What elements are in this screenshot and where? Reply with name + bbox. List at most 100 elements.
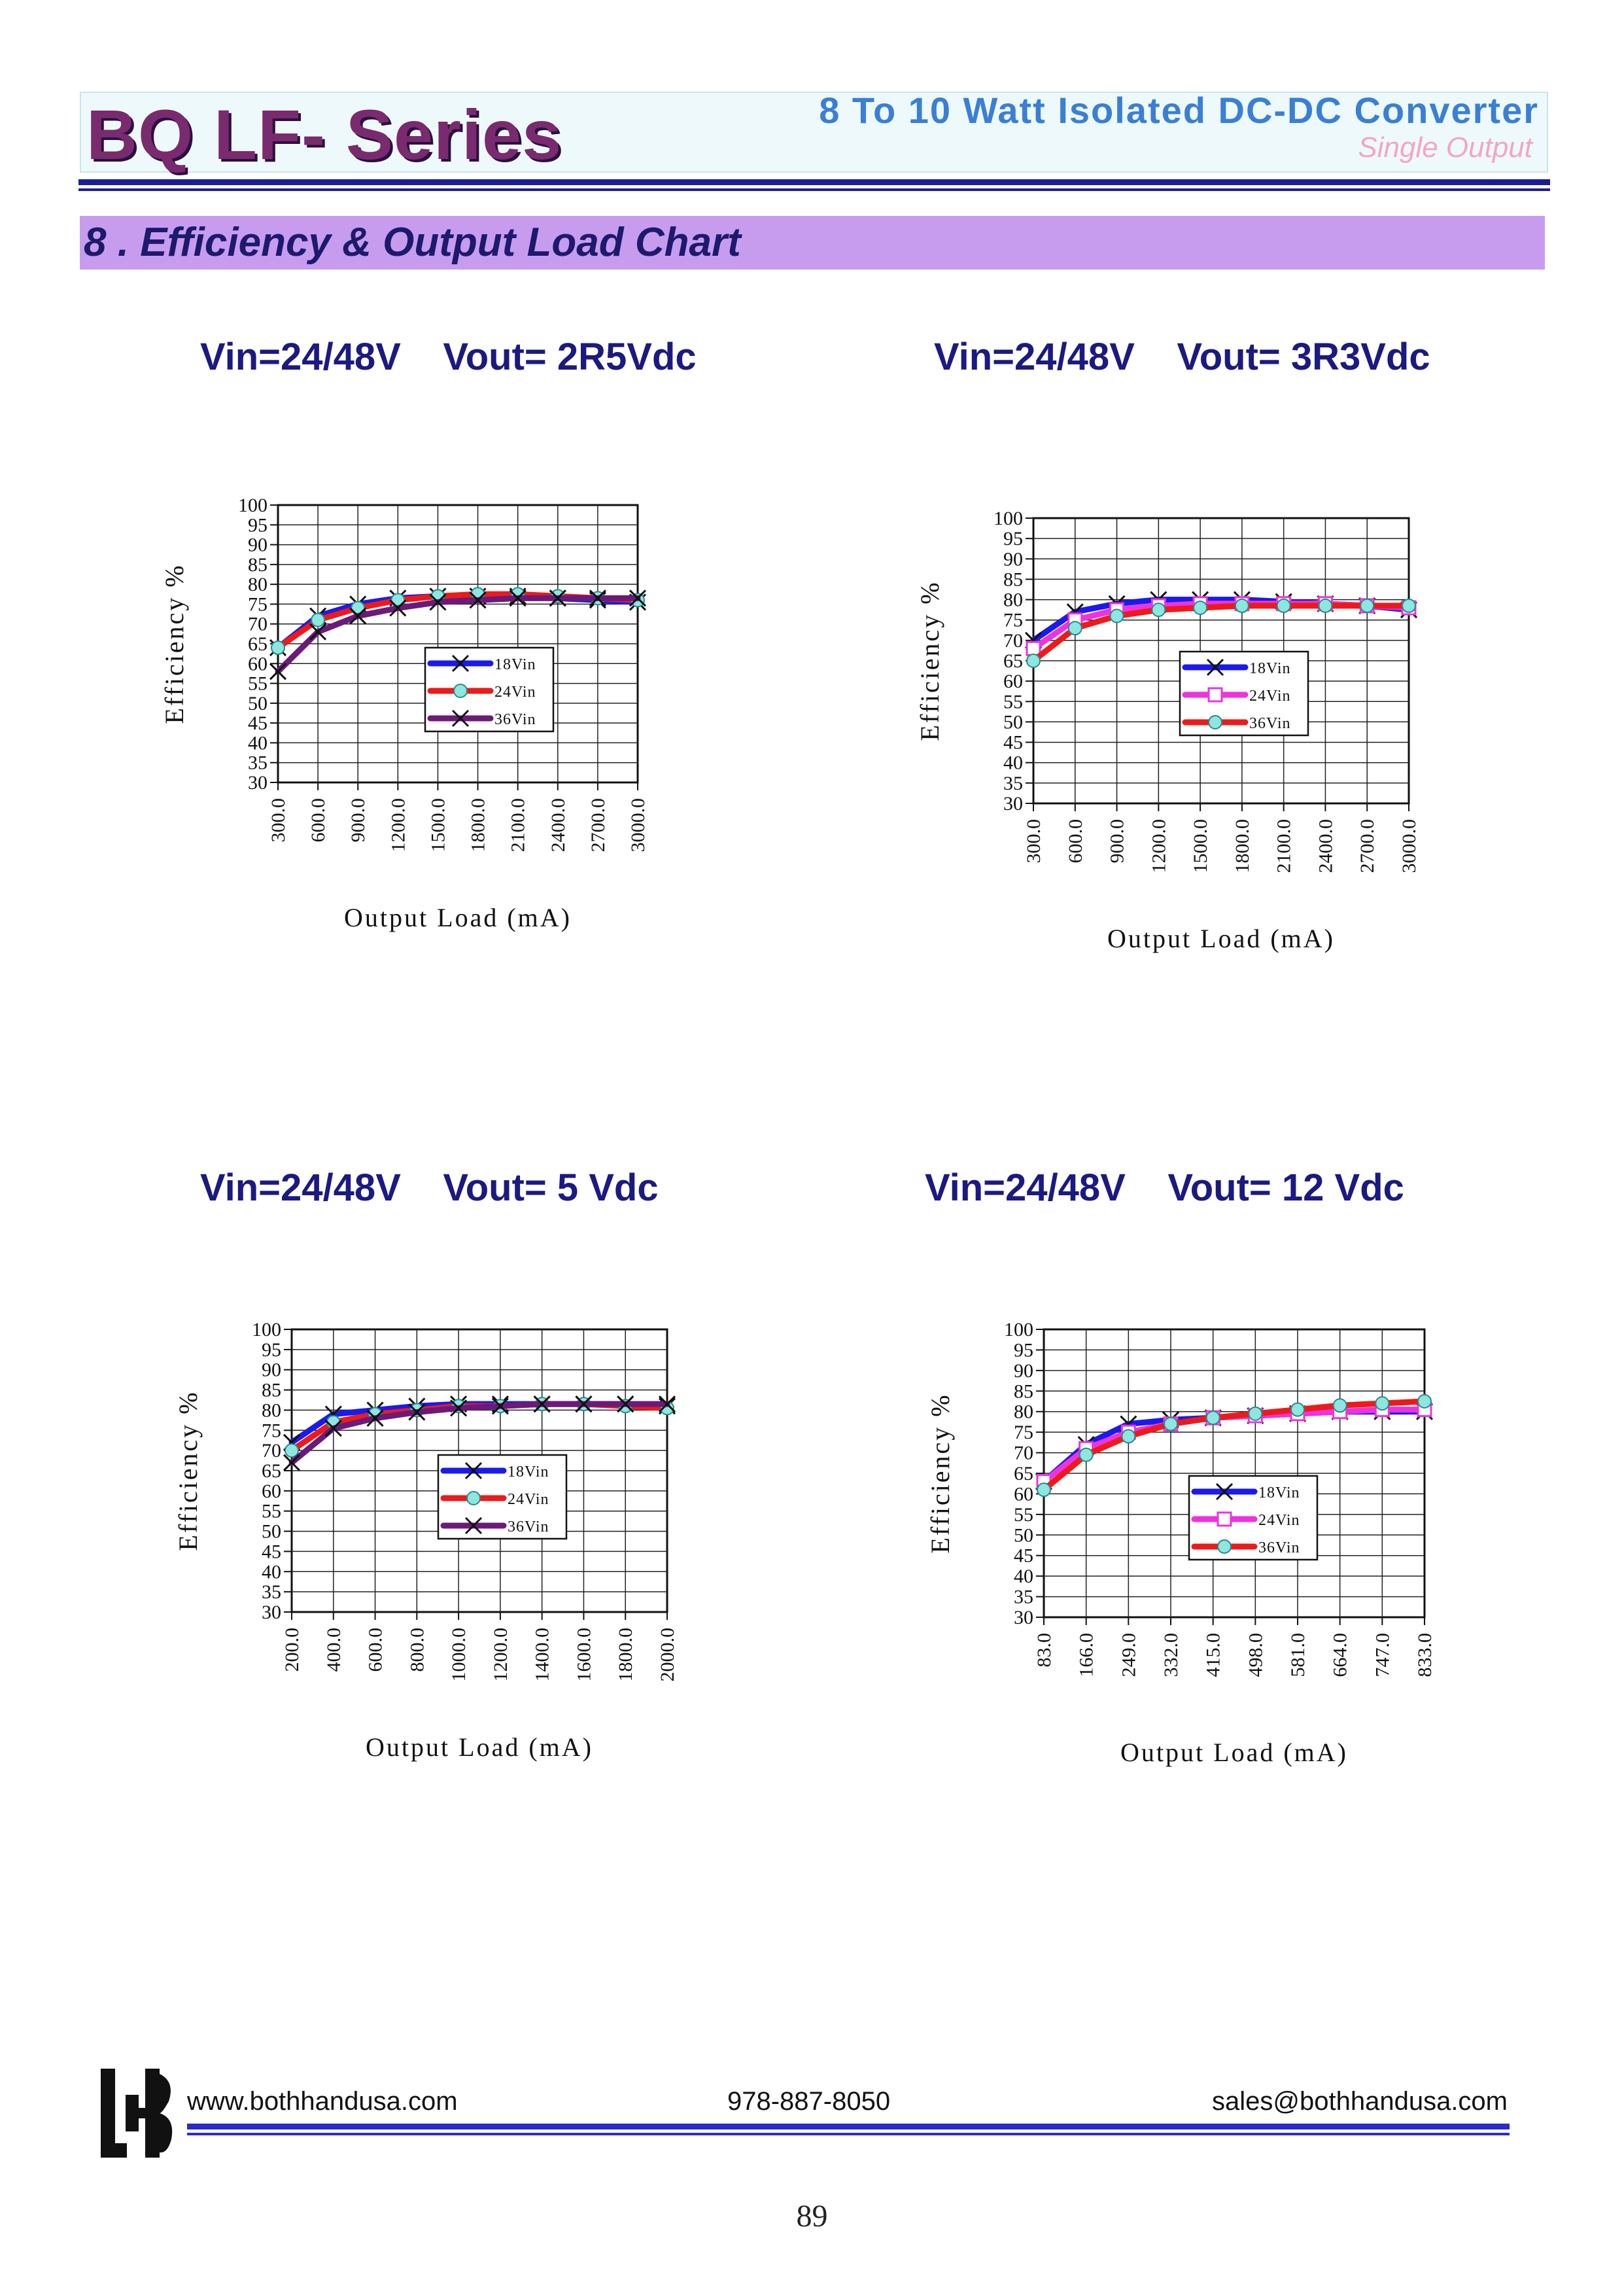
y-tick-label: 45 — [262, 1541, 281, 1562]
x-tick-label: 249.0 — [1118, 1633, 1139, 1677]
x-tick-label: 833.0 — [1414, 1633, 1436, 1677]
x-tick-label: 166.0 — [1076, 1633, 1097, 1677]
x-tick-label: 600.0 — [307, 798, 329, 843]
legend-label: 18Vin — [508, 1463, 549, 1480]
header-rule-thick — [78, 179, 1550, 185]
section-bar — [80, 216, 1545, 270]
x-tick-label: 2700.0 — [1356, 819, 1378, 873]
y-tick-label: 55 — [1014, 1504, 1033, 1526]
data-point — [1234, 598, 1249, 613]
x-tick-label: 200.0 — [281, 1628, 303, 1672]
series-line-36vin — [275, 595, 641, 674]
data-point — [1248, 1406, 1263, 1421]
data-point — [1109, 608, 1124, 623]
y-tick-label: 30 — [262, 1602, 281, 1623]
data-point — [1318, 598, 1333, 613]
x-tick-label: 1200.0 — [1148, 819, 1169, 873]
data-point — [349, 607, 367, 625]
x-tick-label: 900.0 — [347, 798, 369, 843]
output-type-subtitle: Single Output — [1358, 131, 1532, 164]
data-point — [1332, 1398, 1347, 1413]
y-tick-label: 100 — [252, 1319, 281, 1340]
data-point — [589, 589, 606, 607]
data-point — [309, 623, 327, 640]
data-point — [1276, 598, 1291, 613]
legend-marker — [1208, 715, 1222, 729]
y-tick-label: 85 — [248, 554, 268, 576]
x-tick-label: 2400.0 — [547, 798, 569, 852]
data-point — [283, 1454, 301, 1471]
x-axis-label: Output Load (mA) — [366, 1732, 593, 1762]
data-point — [1360, 598, 1375, 613]
legend-label: 36Vin — [508, 1518, 549, 1535]
page-number: 89 — [796, 2199, 828, 2234]
data-point — [366, 1409, 384, 1427]
data-point — [311, 612, 326, 627]
y-tick-label: 30 — [1014, 1607, 1033, 1628]
y-tick-label: 80 — [262, 1399, 281, 1421]
y-tick-label: 90 — [1014, 1360, 1033, 1382]
y-tick-label: 45 — [1014, 1545, 1033, 1567]
x-tick-label: 2000.0 — [657, 1628, 678, 1682]
x-tick-label: 1800.0 — [468, 798, 489, 852]
legend-label: 18Vin — [1249, 660, 1291, 677]
data-point — [285, 1443, 299, 1458]
footer-rule-thin — [187, 2133, 1510, 2135]
y-tick-label: 85 — [262, 1380, 281, 1401]
data-point — [1121, 1429, 1136, 1444]
legend-marker — [1207, 687, 1223, 703]
footer-email-link[interactable]: sales@bothhandusa.com — [1212, 2087, 1508, 2116]
x-tick-label: 664.0 — [1330, 1633, 1351, 1677]
legend-marker — [466, 1491, 481, 1505]
x-tick-label: 581.0 — [1287, 1633, 1309, 1677]
x-tick-label: 1400.0 — [532, 1628, 553, 1682]
data-point — [509, 589, 527, 607]
y-tick-label: 40 — [1014, 1566, 1033, 1587]
y-tick-label: 40 — [1003, 752, 1023, 774]
data-point — [1375, 1396, 1390, 1411]
series-line-36vin — [1041, 1398, 1428, 1493]
series-title: BQ LF- Series — [86, 95, 562, 174]
y-axis-label: Efficiency % — [173, 1390, 203, 1550]
header-panel — [80, 92, 1548, 173]
y-tick-label: 75 — [1014, 1422, 1033, 1443]
y-tick-label: 60 — [1003, 671, 1023, 692]
y-tick-label: 35 — [262, 1581, 281, 1603]
y-tick-label: 35 — [248, 752, 268, 774]
y-tick-label: 100 — [993, 508, 1023, 529]
data-point — [617, 1395, 634, 1413]
x-axis-label: Output Load (mA) — [1107, 924, 1335, 953]
y-tick-label: 95 — [248, 514, 268, 536]
x-tick-label: 498.0 — [1245, 1633, 1266, 1677]
y-tick-label: 50 — [1003, 711, 1023, 733]
x-tick-label: 2700.0 — [587, 798, 609, 852]
legend-label: 24Vin — [508, 1491, 549, 1508]
y-tick-label: 60 — [248, 653, 268, 674]
y-tick-label: 70 — [1014, 1443, 1033, 1464]
data-point — [533, 1395, 551, 1413]
y-tick-label: 60 — [1014, 1483, 1033, 1505]
y-tick-label: 40 — [262, 1561, 281, 1583]
legend-label: 18Vin — [494, 656, 536, 673]
x-tick-label: 1200.0 — [387, 798, 409, 852]
data-point — [429, 593, 447, 611]
data-point — [1026, 640, 1041, 656]
data-point — [408, 1403, 426, 1421]
y-tick-label: 55 — [1003, 691, 1023, 712]
data-point — [1402, 598, 1416, 613]
y-tick-label: 70 — [262, 1440, 281, 1462]
x-tick-label: 2100.0 — [508, 798, 529, 852]
y-tick-label: 80 — [1003, 589, 1023, 611]
legend-label: 18Vin — [1258, 1484, 1300, 1501]
legend-marker — [464, 1516, 483, 1535]
y-tick-label: 35 — [1014, 1586, 1033, 1608]
footer-website-link[interactable]: www.bothhandusa.com — [187, 2087, 458, 2116]
x-tick-label: 1800.0 — [1232, 819, 1253, 873]
y-tick-label: 100 — [238, 495, 268, 516]
legend-marker — [1215, 1482, 1234, 1501]
data-point — [1193, 601, 1208, 616]
series-line-36vin — [288, 1401, 670, 1466]
